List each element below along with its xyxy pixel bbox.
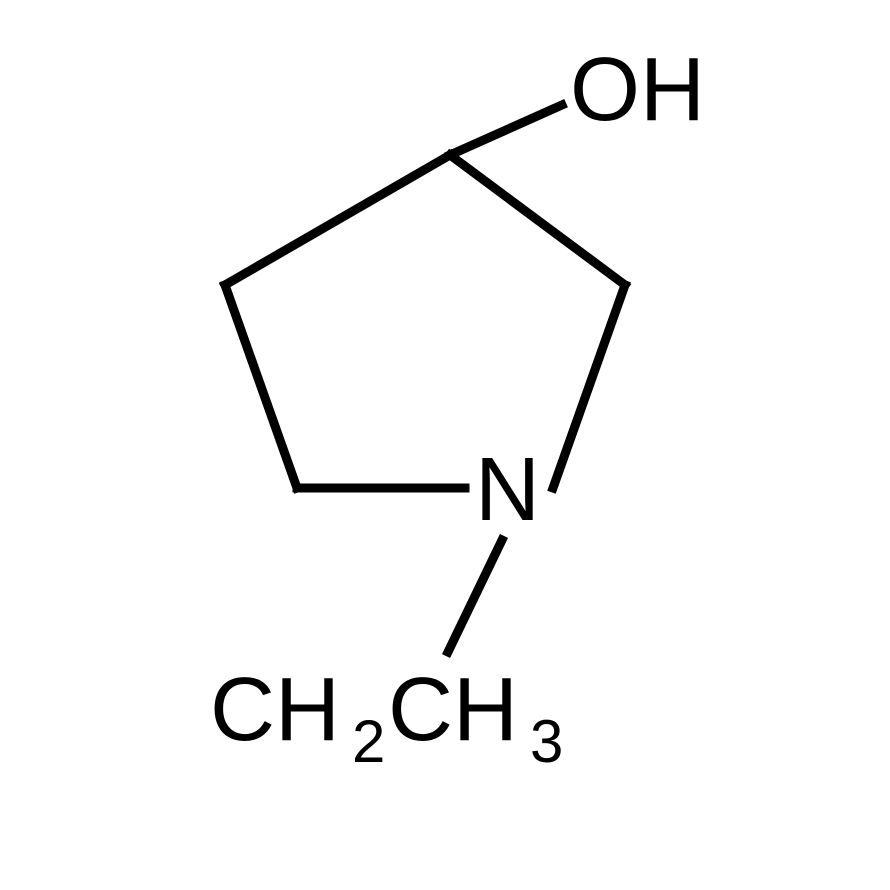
chemical-structure-svg: OH N CH 2 CH 3 [0,0,890,890]
bond-c3-c2 [450,155,625,285]
label-ch2-c: CH [210,660,340,760]
label-ethyl: CH 2 CH 3 [210,660,563,775]
label-oh: OH [570,40,705,140]
label-n: N [475,440,540,540]
label-ch3-c: CH [388,660,518,760]
label-ch2-sub: 2 [352,708,385,775]
bond-c3-oh [450,105,562,155]
bond-c3-c4 [225,155,450,285]
label-ch3-sub: 3 [530,708,563,775]
bond-c4-c5 [225,285,297,488]
bond-c2-n1 [553,285,625,488]
bond-n1-ch2 [448,540,502,652]
